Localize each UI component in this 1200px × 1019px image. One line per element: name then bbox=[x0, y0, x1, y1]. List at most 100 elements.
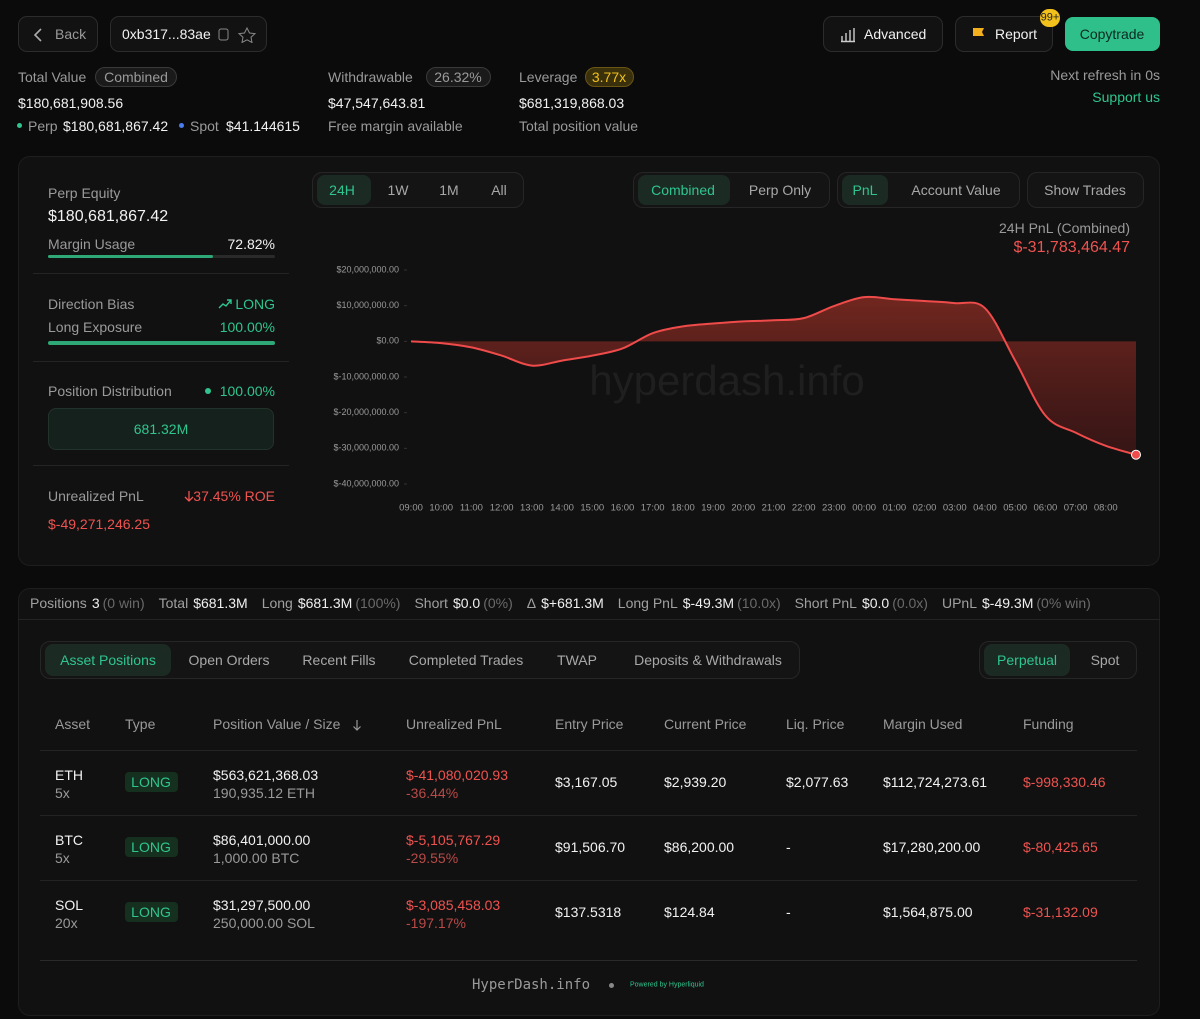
tab[interactable]: 1W bbox=[387, 182, 409, 198]
spot-dot bbox=[179, 123, 184, 128]
stats-bar: Positions 3 (0 win) Total $681.3M Long $681.3M… bbox=[30, 595, 1091, 611]
y-tick-label: $-10,000,000.00 bbox=[333, 371, 399, 381]
type: LONG bbox=[131, 904, 171, 920]
pnl-pct: -197.17% bbox=[406, 915, 466, 931]
y-tick-label: $0.00 bbox=[376, 336, 399, 346]
pnl-pct: -36.44% bbox=[406, 785, 459, 801]
tag-text: 3.77x bbox=[591, 69, 627, 85]
tab[interactable]: Asset Positions bbox=[60, 652, 156, 668]
tab[interactable]: Completed Trades bbox=[408, 652, 524, 668]
active-tab bbox=[638, 175, 730, 205]
stat-value: $681.3M bbox=[193, 595, 248, 611]
long-exposure: 100.00% bbox=[219, 319, 275, 335]
leverage-label: Leverage bbox=[519, 69, 578, 85]
withdrawable-label: Withdrawable bbox=[328, 69, 413, 85]
unrealized-pnl: $-49,271,246.25 bbox=[48, 516, 150, 532]
tab[interactable]: Deposits & Withdrawals bbox=[634, 652, 782, 668]
type-pill: LONG bbox=[125, 772, 178, 792]
advanced-button[interactable]: Advanced bbox=[823, 16, 943, 52]
x-tick-label: 13:00 bbox=[520, 503, 544, 514]
position-size: 1,000.00 BTC bbox=[213, 850, 300, 866]
current-price: $2,939.20 bbox=[664, 774, 727, 790]
tab[interactable]: All bbox=[491, 182, 507, 198]
market-tabs: Perpetual Spot bbox=[979, 641, 1137, 679]
x-tick-label: 11:00 bbox=[460, 503, 483, 514]
label: Position Distribution bbox=[48, 383, 172, 399]
support-link[interactable]: Support us bbox=[1092, 89, 1160, 105]
chart-icon bbox=[841, 28, 855, 43]
current-price: $86,200.00 bbox=[664, 839, 735, 855]
x-tick-label: 03:00 bbox=[943, 503, 967, 514]
divider bbox=[33, 361, 289, 362]
footer-powered: Powered by Hyperliquid bbox=[630, 981, 704, 989]
margin-used: $112,724,273.61 bbox=[883, 774, 988, 790]
active-tab bbox=[317, 175, 371, 205]
tab[interactable]: PnL bbox=[852, 182, 878, 198]
address-box[interactable]: 0xb317...83ae bbox=[110, 16, 267, 52]
tab[interactable]: Recent Fills bbox=[302, 652, 376, 668]
asset: BTC bbox=[55, 832, 83, 848]
y-tick-label: $-40,000,000.00 bbox=[333, 478, 399, 488]
label: Perp Equity bbox=[48, 185, 121, 201]
current-price: $124.84 bbox=[664, 904, 715, 920]
report-button[interactable]: Report bbox=[955, 16, 1053, 52]
watermark: hyperdash.info bbox=[589, 357, 865, 404]
x-tick-label: 14:00 bbox=[550, 503, 574, 514]
address-icons bbox=[218, 27, 257, 43]
tag-text: Combined bbox=[104, 69, 168, 85]
column-header: Position Value / Size bbox=[213, 716, 341, 732]
tab[interactable]: 1M bbox=[439, 182, 459, 198]
x-tick-label: 01:00 bbox=[882, 503, 906, 514]
chart-subtitle: $-31,783,464.47 bbox=[1013, 239, 1130, 256]
tag: 26.32% bbox=[426, 67, 491, 87]
position-value: $31,297,500.00 bbox=[213, 897, 311, 913]
pnl-pct: -29.55% bbox=[406, 850, 459, 866]
stat-label: Δ bbox=[526, 595, 537, 611]
asset: SOL bbox=[55, 897, 84, 913]
y-tick-label: $-30,000,000.00 bbox=[333, 443, 399, 453]
unrealized-pnl: $-5,105,767.29 bbox=[406, 832, 501, 848]
label: Unrealized PnL bbox=[48, 488, 144, 504]
x-tick-label: 23:00 bbox=[822, 503, 846, 514]
badge-count: 99+ bbox=[1040, 11, 1060, 24]
type-pill: LONG bbox=[125, 837, 178, 857]
x-tick-label: 09:00 bbox=[399, 503, 423, 514]
stat-value: $0.0 bbox=[861, 595, 890, 611]
tab[interactable]: Perpetual bbox=[997, 652, 1057, 668]
stat-value: $-49.3M bbox=[982, 595, 1034, 611]
end-point bbox=[1131, 449, 1141, 460]
stat-label: Positions bbox=[30, 595, 87, 611]
tab[interactable]: Account Value bbox=[911, 182, 1001, 198]
tab[interactable]: Perp Only bbox=[748, 182, 812, 198]
stat-note: (100%) bbox=[355, 595, 401, 611]
stat-note: (0%) bbox=[483, 595, 513, 611]
tab[interactable]: Open Orders bbox=[188, 652, 270, 668]
flag-icon bbox=[973, 28, 984, 42]
asset: ETH bbox=[55, 767, 83, 783]
spot-label: Spot bbox=[190, 118, 219, 134]
tag: Combined bbox=[95, 67, 177, 87]
tab[interactable]: 24H bbox=[329, 182, 355, 198]
position-tabs: Asset Positions Open Orders Recent Fills Co… bbox=[40, 641, 800, 679]
copytrade-button[interactable]: Copytrade bbox=[1065, 17, 1160, 51]
tab[interactable]: Spot bbox=[1090, 652, 1120, 668]
dot bbox=[609, 983, 614, 988]
label: Margin Usage bbox=[48, 236, 136, 252]
x-tick-label: 12:00 bbox=[490, 503, 514, 514]
margin-used: $17,280,200.00 bbox=[883, 839, 981, 855]
show-trades-button[interactable]: Show Trades bbox=[1027, 172, 1144, 208]
funding: $-80,425.65 bbox=[1023, 839, 1098, 855]
column-header: Entry Price bbox=[555, 716, 624, 732]
leverage: 5x bbox=[55, 785, 70, 801]
entry-price: $3,167.05 bbox=[555, 774, 618, 790]
chevron-icon bbox=[33, 28, 42, 42]
tab[interactable]: Combined bbox=[651, 182, 715, 198]
sort-icon bbox=[352, 718, 361, 731]
perp-equity: $180,681,867.42 bbox=[48, 208, 169, 225]
perp-dot bbox=[17, 123, 22, 128]
tab[interactable]: TWAP bbox=[557, 652, 597, 668]
x-tick-label: 04:00 bbox=[973, 503, 997, 514]
direction-bias: LONG bbox=[235, 296, 275, 312]
y-tick-label: $20,000,000.00 bbox=[336, 264, 399, 274]
back-button[interactable]: Back bbox=[18, 16, 98, 52]
